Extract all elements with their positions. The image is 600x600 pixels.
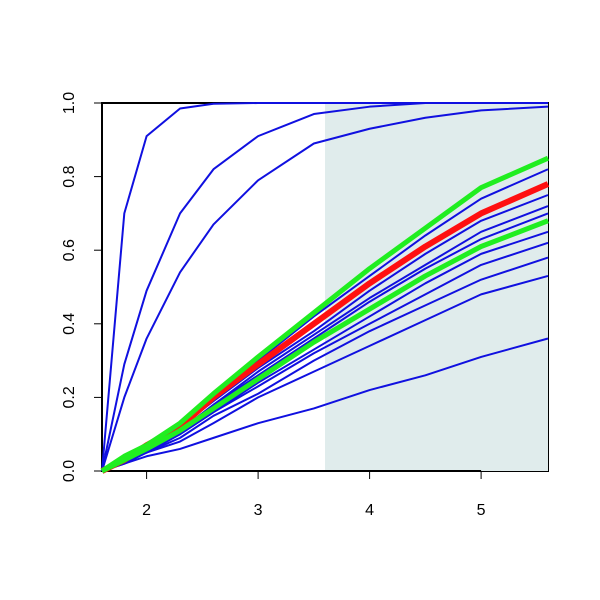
- y-tick-label: 0.8: [61, 165, 78, 187]
- series-line: [101, 337, 549, 472]
- y-tick-label: 1.0: [61, 92, 78, 114]
- series-line: [100, 218, 549, 474]
- y-tick-label: 0.0: [61, 460, 78, 482]
- y-tick-label: 0.4: [61, 313, 78, 335]
- series-line: [101, 102, 548, 472]
- shaded-region: [325, 103, 548, 471]
- series-line: [101, 105, 549, 472]
- series-line: [100, 155, 550, 474]
- x-tick-label: 4: [365, 502, 374, 519]
- x-tick-label: 2: [142, 502, 151, 519]
- y-tick-label: 0.2: [61, 386, 78, 408]
- y-tick-label: 0.6: [61, 239, 78, 261]
- x-tick-label: 5: [477, 502, 486, 519]
- x-tick-label: 3: [254, 502, 263, 519]
- series-line: [101, 274, 549, 472]
